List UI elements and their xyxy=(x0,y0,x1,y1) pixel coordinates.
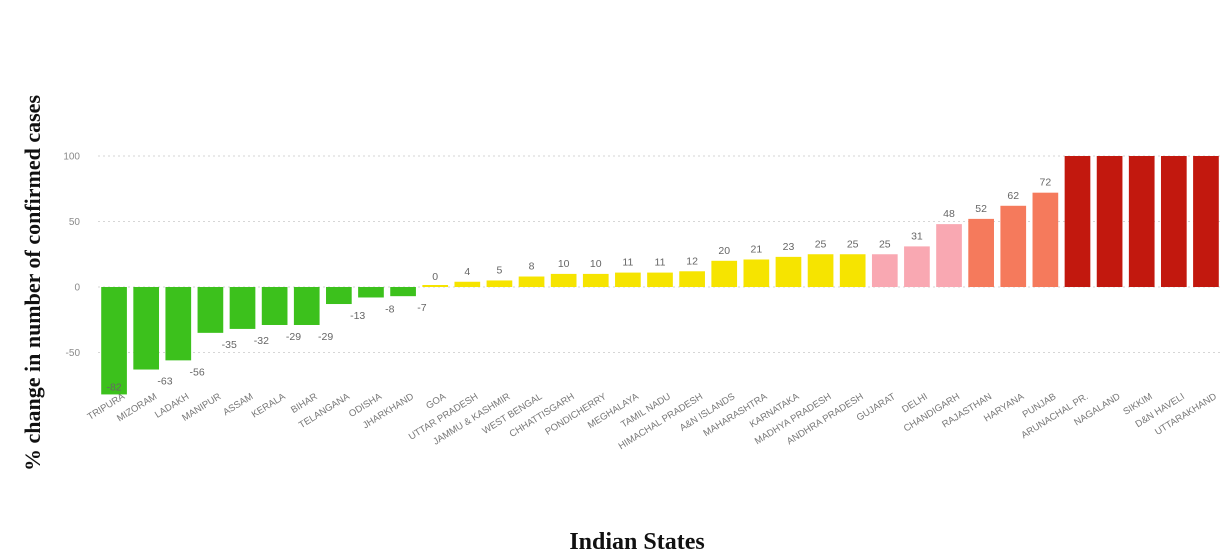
data-label: -7 xyxy=(417,302,426,314)
data-label: 5 xyxy=(497,264,503,276)
bar xyxy=(326,287,352,305)
y-axis-ticks: 100 50 0 -50 xyxy=(63,152,80,360)
bar xyxy=(165,287,192,361)
y-tick-label: 50 xyxy=(69,217,81,228)
bar xyxy=(615,272,641,287)
bar xyxy=(936,224,962,287)
bar xyxy=(358,287,384,298)
bar xyxy=(197,287,224,333)
data-labels: -82 -63 -56 -35 -32 -29 -29 -13 -8 -7 0 4 5 8 10 10 11 11… xyxy=(106,177,1051,394)
data-label: -35 xyxy=(222,339,237,351)
bar xyxy=(711,260,738,287)
category-label: ASSAM xyxy=(221,391,255,418)
data-label: -82 xyxy=(106,381,121,393)
bar xyxy=(1000,205,1027,287)
bar xyxy=(133,287,160,370)
bar xyxy=(968,218,994,287)
data-label: -29 xyxy=(286,331,301,343)
data-label: 31 xyxy=(911,230,923,242)
data-label: 23 xyxy=(783,241,795,253)
data-label: 20 xyxy=(718,245,730,257)
bar xyxy=(390,287,416,297)
bar xyxy=(422,285,449,287)
bar xyxy=(1096,156,1123,287)
bar xyxy=(839,254,866,287)
data-label: -8 xyxy=(385,303,394,315)
data-label: 62 xyxy=(1007,190,1019,202)
y-tick-label: -50 xyxy=(66,348,81,359)
bar xyxy=(454,281,481,287)
data-label: 10 xyxy=(590,258,602,270)
bar xyxy=(807,254,834,287)
bar xyxy=(679,271,705,287)
x-axis-title: Indian States xyxy=(569,529,704,553)
data-label: 72 xyxy=(1040,177,1052,189)
data-label: 0 xyxy=(432,271,438,283)
category-label: KERALA xyxy=(250,391,288,421)
bar xyxy=(518,276,545,287)
y-tick-label: 0 xyxy=(74,283,80,294)
data-label: 11 xyxy=(655,257,666,269)
data-label: 10 xyxy=(558,258,570,270)
bar xyxy=(229,287,256,329)
data-label: 11 xyxy=(622,257,633,269)
bars xyxy=(101,156,1219,395)
bar xyxy=(775,256,802,287)
bar xyxy=(1064,156,1091,287)
bar xyxy=(582,273,609,287)
data-label: 21 xyxy=(750,243,762,255)
bar xyxy=(871,254,898,287)
data-label: 25 xyxy=(847,238,859,250)
data-label: 25 xyxy=(815,238,827,250)
data-label: 12 xyxy=(686,255,698,267)
data-label: -13 xyxy=(350,310,365,322)
bar xyxy=(261,287,288,325)
bar xyxy=(550,273,577,287)
data-label: -29 xyxy=(318,331,333,343)
y-axis-title: % change in number of confirmed cases xyxy=(20,95,45,471)
bar xyxy=(293,287,320,325)
data-label: 25 xyxy=(879,238,891,250)
bar xyxy=(647,272,673,287)
bar xyxy=(743,259,770,287)
bar xyxy=(1193,156,1219,287)
y-tick-label: 100 xyxy=(63,152,80,163)
bar xyxy=(1160,156,1187,287)
bar xyxy=(1128,156,1155,287)
bar xyxy=(1032,192,1059,287)
bar xyxy=(904,246,930,287)
data-label: -63 xyxy=(157,376,172,388)
data-label: 4 xyxy=(464,266,470,278)
data-label: 8 xyxy=(529,261,535,273)
bar xyxy=(486,280,513,287)
data-label: -56 xyxy=(190,366,205,378)
data-label: 48 xyxy=(943,208,955,220)
data-label: 52 xyxy=(975,203,987,215)
data-label: -32 xyxy=(254,335,269,347)
bar xyxy=(101,287,127,395)
